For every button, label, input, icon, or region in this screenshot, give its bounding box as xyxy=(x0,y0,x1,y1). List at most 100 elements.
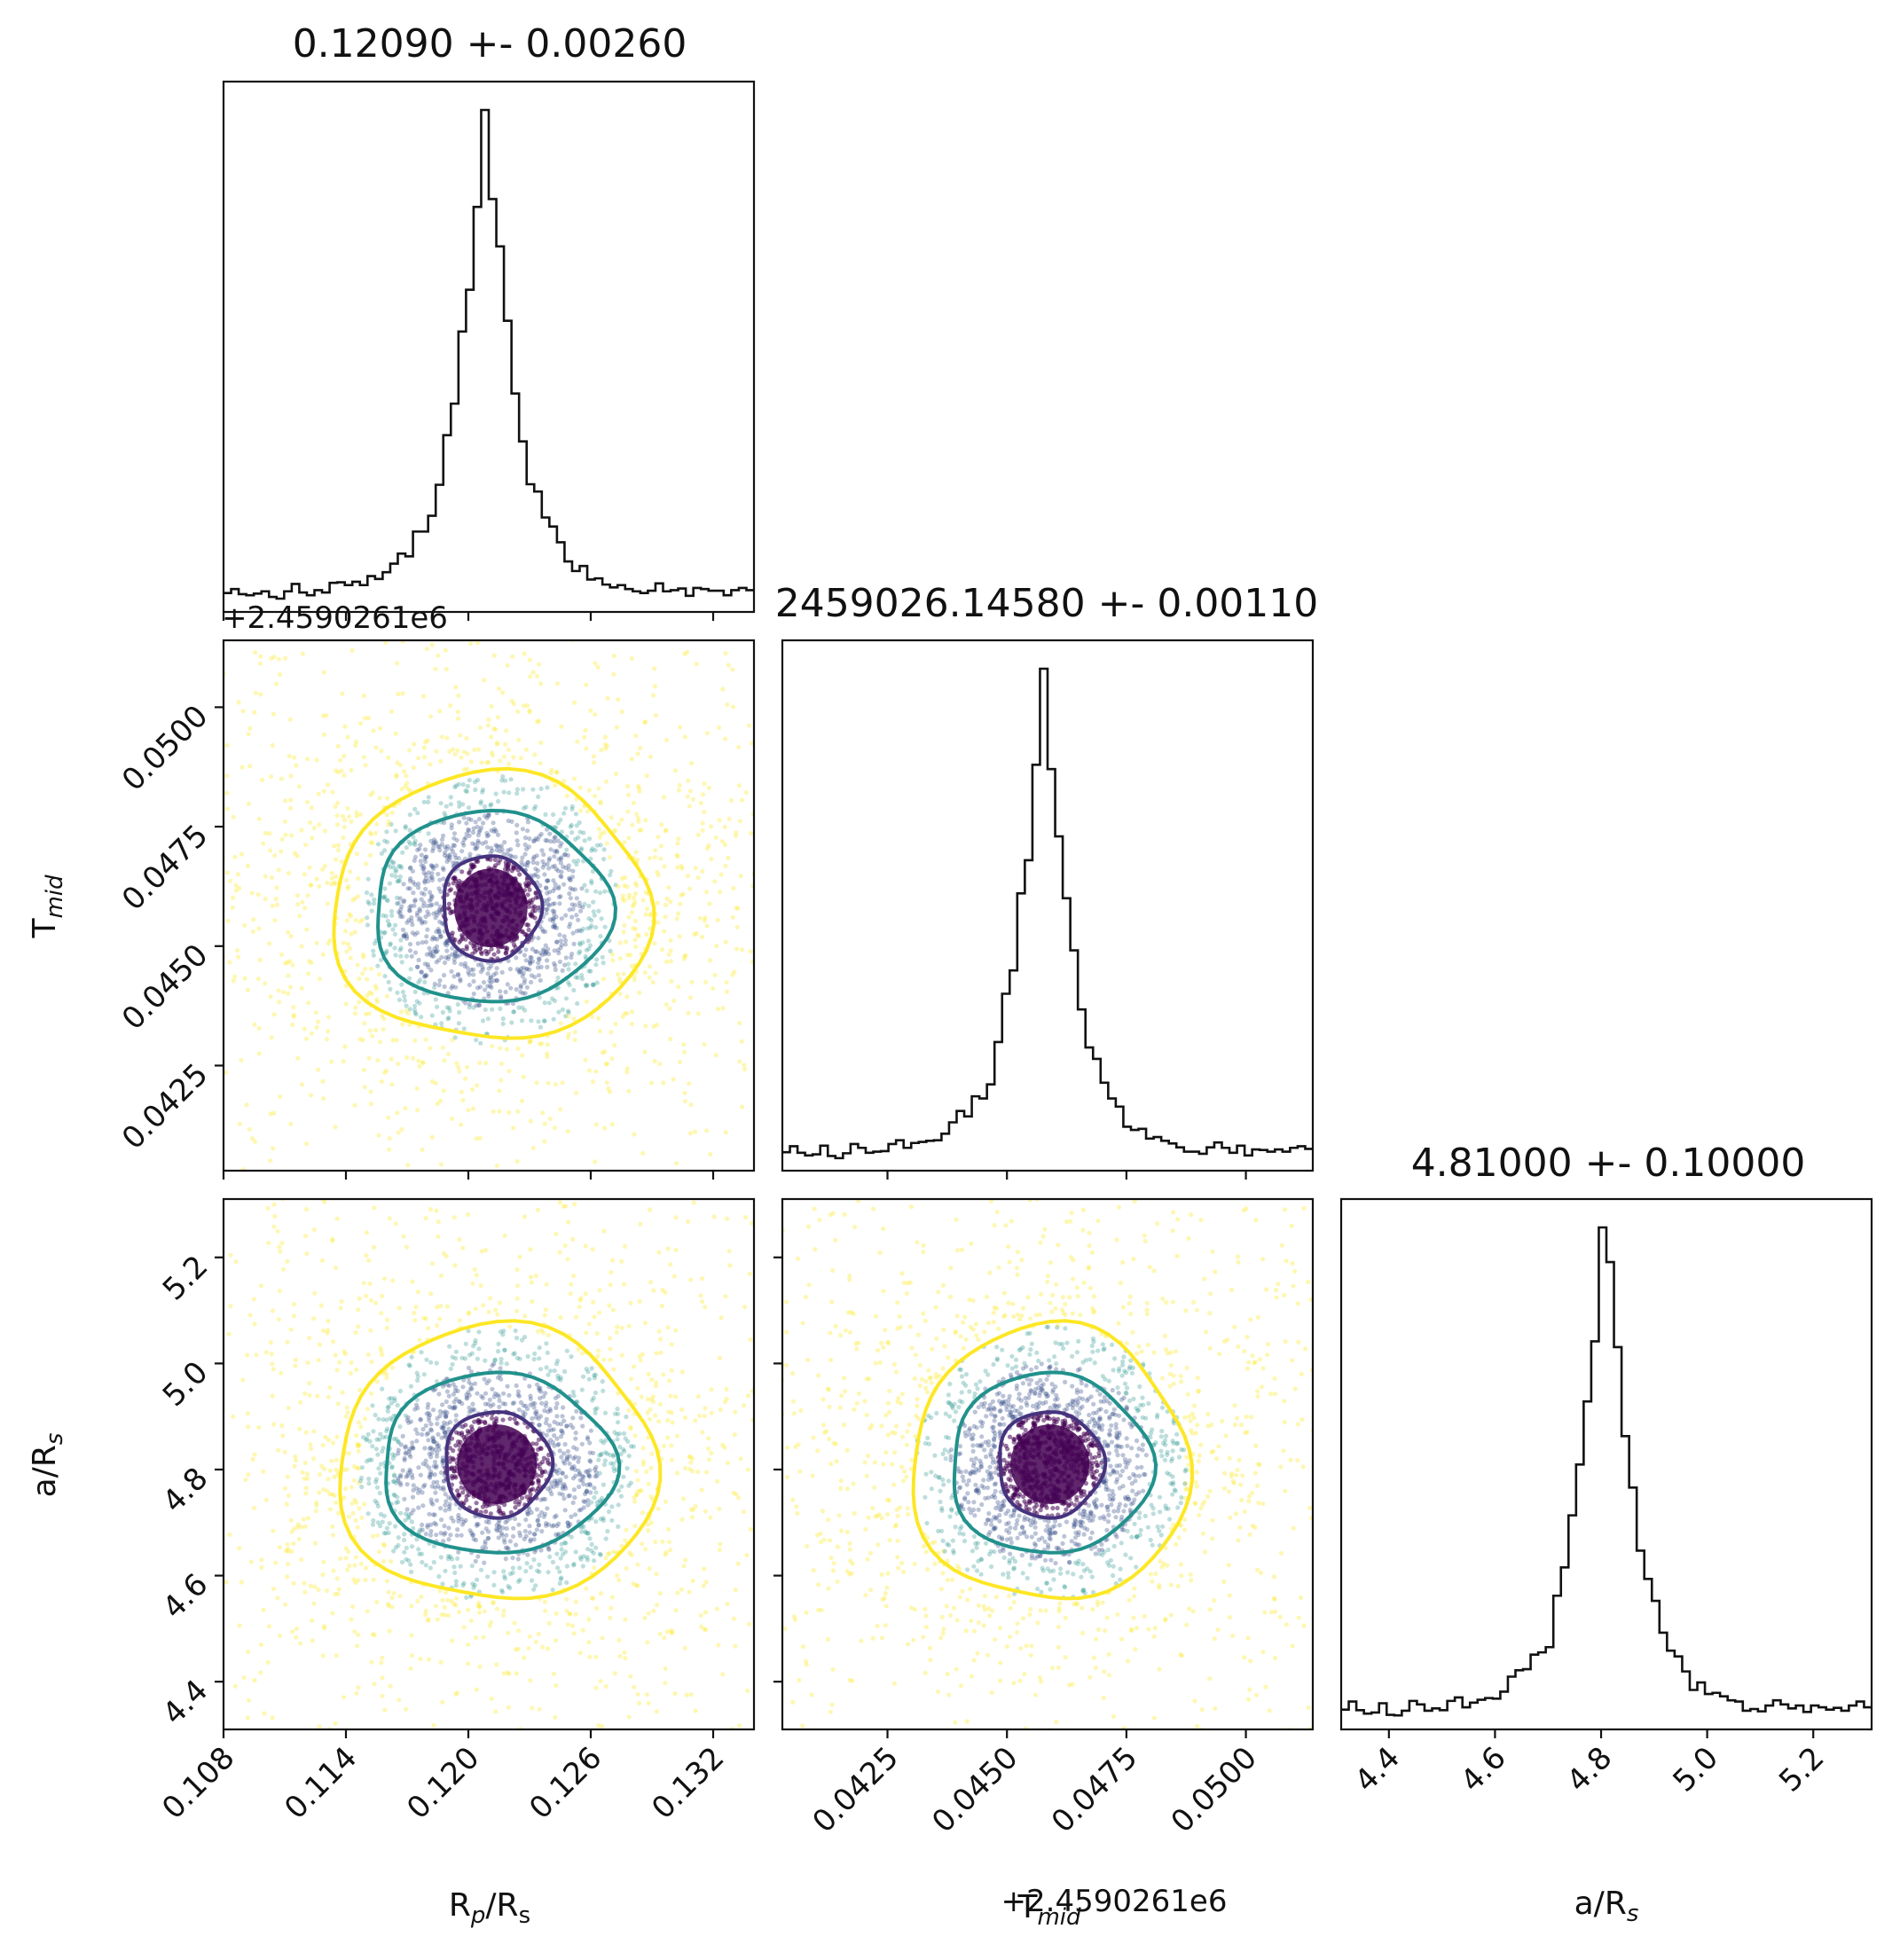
scatter-point xyxy=(444,1005,450,1010)
scatter-point xyxy=(464,944,469,949)
scatter-point xyxy=(467,871,472,876)
scatter-point xyxy=(441,1458,446,1464)
scatter-point xyxy=(426,1617,431,1622)
scatter-point xyxy=(435,1305,440,1310)
scatter-point xyxy=(580,1478,585,1483)
scatter-point xyxy=(494,843,500,849)
scatter-point xyxy=(662,1635,667,1641)
scatter-point xyxy=(360,952,366,957)
scatter-point xyxy=(423,1215,428,1221)
scatter-point xyxy=(444,1415,449,1420)
scatter-point xyxy=(648,1280,654,1285)
scatter-point xyxy=(654,1023,660,1028)
scatter-point xyxy=(689,1746,694,1751)
scatter-point xyxy=(385,839,390,845)
scatter-point xyxy=(583,1057,588,1062)
scatter-point xyxy=(748,1526,753,1532)
scatter-point xyxy=(583,1291,588,1297)
scatter-point xyxy=(464,820,469,826)
scatter-point xyxy=(330,1339,336,1345)
scatter-point xyxy=(599,831,604,836)
scatter-point xyxy=(404,1474,409,1479)
scatter-point xyxy=(393,731,398,736)
scatter-point xyxy=(541,948,547,953)
scatter-point xyxy=(369,1457,374,1462)
scatter-point xyxy=(152,1073,156,1078)
scatter-point xyxy=(317,883,322,890)
scatter-point xyxy=(228,1252,233,1258)
scatter-point xyxy=(373,984,378,989)
scatter-point xyxy=(535,1473,540,1478)
scatter-point xyxy=(316,1358,321,1363)
scatter-point xyxy=(431,911,436,916)
scatter-point xyxy=(477,1135,483,1141)
scatter-point xyxy=(614,725,620,730)
scatter-point xyxy=(452,1384,459,1390)
scatter-point xyxy=(724,1216,730,1221)
scatter-point xyxy=(546,946,551,952)
scatter-point xyxy=(700,792,706,797)
scatter-point xyxy=(705,846,711,851)
scatter-point xyxy=(489,845,494,851)
scatter-point xyxy=(354,813,359,819)
scatter-point xyxy=(408,1454,413,1460)
scatter-point xyxy=(419,1551,425,1556)
scatter-point xyxy=(576,1346,581,1352)
scatter-point xyxy=(584,682,589,687)
scatter-point xyxy=(421,974,427,979)
scatter-point xyxy=(325,1488,330,1494)
scatter-point xyxy=(504,1533,509,1538)
scatter-point xyxy=(355,962,360,968)
scatter-point xyxy=(577,900,582,906)
scatter-point xyxy=(197,1398,201,1402)
scatter-point xyxy=(565,1448,571,1454)
scatter-point xyxy=(430,935,436,940)
scatter-point xyxy=(384,1525,389,1531)
scatter-point xyxy=(621,971,626,976)
scatter-point xyxy=(228,878,233,884)
scatter-point xyxy=(322,828,328,834)
scatter-point xyxy=(360,1038,365,1043)
scatter-point xyxy=(419,897,424,902)
scatter-point xyxy=(601,1516,606,1521)
scatter-point xyxy=(775,717,780,721)
scatter-point xyxy=(500,1417,506,1423)
scatter-point xyxy=(521,1409,526,1415)
scatter-point xyxy=(607,1089,613,1094)
scatter-point xyxy=(345,886,350,891)
scatter-point xyxy=(517,1356,522,1361)
scatter-point xyxy=(559,1454,564,1460)
scatter-point xyxy=(611,1468,617,1474)
scatter-point xyxy=(560,1486,566,1492)
scatter-point xyxy=(435,948,440,953)
scatter-point xyxy=(288,984,294,990)
scatter-point xyxy=(448,1533,453,1538)
scatter-point xyxy=(420,1060,426,1065)
scatter-point xyxy=(648,1207,653,1212)
scatter-point xyxy=(426,1415,431,1420)
scatter-point xyxy=(644,1692,650,1697)
scatter-point xyxy=(232,1683,238,1689)
scatter-point xyxy=(579,846,585,851)
scatter-point xyxy=(448,1366,453,1371)
scatter-point xyxy=(695,875,701,881)
scatter-point xyxy=(356,1466,361,1471)
scatter-point xyxy=(512,1516,518,1522)
scatter-point xyxy=(456,1064,461,1070)
scatter-point xyxy=(384,1068,389,1073)
scatter-point xyxy=(521,1403,526,1408)
scatter-point xyxy=(352,1563,357,1568)
scatter-point xyxy=(440,1597,445,1603)
scatter-point xyxy=(758,964,762,968)
scatter-point xyxy=(429,1261,436,1266)
scatter-point xyxy=(592,1373,597,1378)
scatter-point xyxy=(468,1382,475,1387)
scatter-point xyxy=(463,835,468,841)
scatter-point xyxy=(771,1580,775,1584)
scatter-point xyxy=(632,918,639,924)
scatter-point xyxy=(433,915,438,921)
scatter-point xyxy=(384,1371,389,1376)
scatter-point xyxy=(362,1021,367,1026)
scatter-point xyxy=(663,960,670,965)
scatter-point xyxy=(384,993,389,999)
